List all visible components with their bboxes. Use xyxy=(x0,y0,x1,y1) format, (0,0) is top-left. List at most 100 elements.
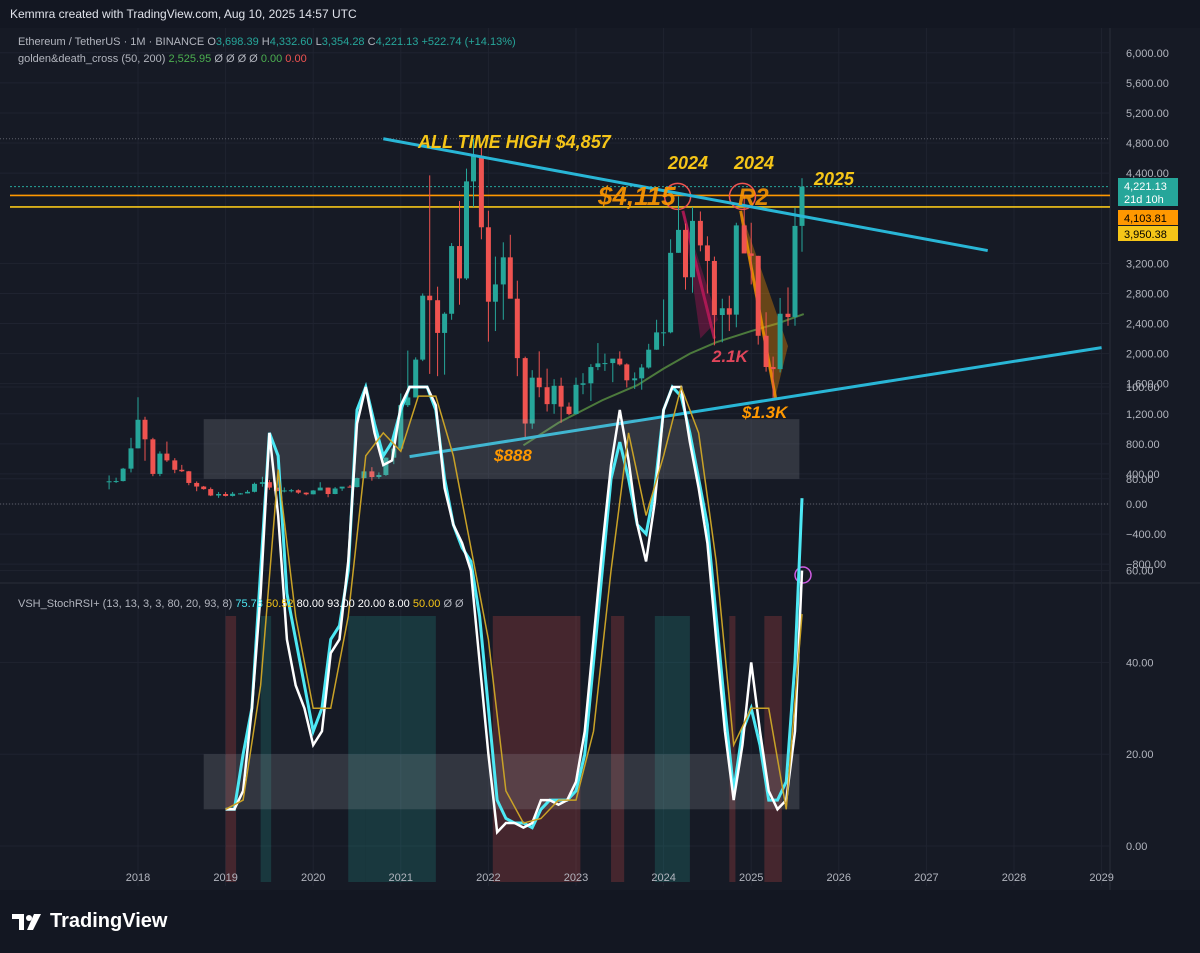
candle-body xyxy=(106,481,112,483)
candle-body xyxy=(602,363,608,365)
high-label: H xyxy=(261,36,270,48)
candle-body xyxy=(259,482,265,484)
axis-layer: 2018 2019 2020 2021 2022 2023 2024 2025 2026 2027… xyxy=(126,48,1169,884)
candle-body xyxy=(354,478,360,488)
x-tick-label: 2022 xyxy=(476,872,500,884)
close-value: 4,221.13 xyxy=(375,36,419,48)
stoch-v7: 50.00 xyxy=(412,598,441,610)
stoch-shade xyxy=(260,616,272,882)
candle-body xyxy=(288,490,294,492)
candle-body xyxy=(157,453,163,474)
stoch-v2: 50.52 xyxy=(265,598,294,610)
candle-body xyxy=(339,486,345,489)
stoch-v5: 20.00 xyxy=(357,598,386,610)
low-888-label: $888 xyxy=(493,446,532,465)
orange-level-tag xyxy=(1118,210,1178,225)
indicator-v2: 0.00 xyxy=(285,53,307,65)
ath-annotation: ALL TIME HIGH $4,857 xyxy=(417,132,612,152)
candle-body xyxy=(690,220,696,278)
stoch-shade xyxy=(348,616,366,882)
annotation-layer: ALL TIME HIGH $4,857 2024 2024 2025 $4,1… xyxy=(417,132,855,465)
open-label: O xyxy=(207,36,216,48)
x-tick-label: 2024 xyxy=(651,872,675,884)
x-tick-label: 2023 xyxy=(564,872,588,884)
ma-200-line xyxy=(522,313,805,447)
candle-body xyxy=(683,229,688,278)
y-tick-label: 3,200.00 xyxy=(1126,258,1169,270)
stoch-tick-label: 0.00 xyxy=(1126,841,1147,853)
candle-body xyxy=(413,359,419,398)
candle-body xyxy=(317,487,323,491)
candle-body xyxy=(799,186,805,226)
stoch-series-line xyxy=(225,385,804,836)
y-tick-label: −400.00 xyxy=(1126,529,1166,541)
candle-body xyxy=(777,313,783,370)
stoch-tick-label: 40.00 xyxy=(1126,657,1154,669)
stoch-v1: 75.78 xyxy=(235,598,263,610)
candle-body xyxy=(646,349,652,368)
year-2025-label: 2025 xyxy=(813,169,855,189)
candle-body xyxy=(726,308,732,315)
level-4115-label: $4,115 xyxy=(597,181,676,211)
candle-body xyxy=(405,397,411,406)
change-value: +522.74 (+14.13%) xyxy=(421,36,516,48)
candle-body xyxy=(500,257,506,285)
chart-area[interactable] xyxy=(0,28,1200,890)
chart-canvas[interactable]: 2018 2019 2020 2021 2022 2023 2024 2025 2026 2027… xyxy=(0,28,1200,890)
candle-body xyxy=(456,246,462,279)
candle-body xyxy=(536,377,542,388)
candle-body xyxy=(347,486,353,488)
tradingview-logo[interactable]: TradingView xyxy=(12,910,167,933)
close-label: C xyxy=(367,36,376,48)
y-tick-label: 6,000.00 xyxy=(1126,48,1169,60)
candle-body xyxy=(464,181,469,279)
candle-body xyxy=(332,488,338,494)
candle-body xyxy=(566,406,572,415)
candle-body xyxy=(610,358,616,364)
candle-body xyxy=(113,481,119,483)
price-pane xyxy=(10,137,1110,584)
candle-body xyxy=(310,490,316,495)
candle-body xyxy=(485,227,491,302)
trendline xyxy=(409,346,1102,459)
candle-body xyxy=(376,474,382,478)
y-tick-label: 800.00 xyxy=(1126,439,1160,451)
tradingview-logo-icon xyxy=(12,913,41,930)
candle-body xyxy=(588,367,594,384)
candle-body xyxy=(435,300,441,333)
open-value: 3,698.39 xyxy=(215,36,259,48)
x-tick-label: 2025 xyxy=(739,872,763,884)
candle-body xyxy=(325,487,331,494)
chart-credit: Kemmra created with TradingView.com, Aug… xyxy=(10,7,357,21)
candle-body xyxy=(223,493,229,496)
candle-body xyxy=(785,313,791,318)
stoch-name: VSH_StochRSI+ (13, 13, 3, 3, 80, 20, 93,… xyxy=(18,598,233,610)
stoch-band xyxy=(203,754,800,810)
x-tick-label: 2028 xyxy=(1002,872,1026,884)
candle-body xyxy=(632,378,638,381)
stoch-shade xyxy=(654,616,690,882)
candle-body xyxy=(792,225,798,318)
stoch-shade xyxy=(365,616,436,882)
grid-layer xyxy=(0,28,1200,890)
candle-body xyxy=(704,245,710,261)
y-tick-label: 0.00 xyxy=(1126,499,1147,511)
stoch-v6: 8.00 xyxy=(388,598,410,610)
stoch-shade xyxy=(492,616,581,882)
candle-body xyxy=(668,252,674,333)
candle-body xyxy=(741,225,747,254)
y-tick-label: −800.00 xyxy=(1126,559,1166,571)
candle-body xyxy=(237,493,243,495)
y-tick-label: 5,200.00 xyxy=(1126,108,1169,120)
candle-body xyxy=(624,364,630,381)
countdown-value: 21d 10h xyxy=(1124,194,1164,206)
tradingview-wordmark: TradingView xyxy=(50,910,168,932)
candle-body xyxy=(164,453,170,461)
candle-body xyxy=(595,363,601,368)
candle-body xyxy=(755,255,761,336)
circle-marker-2024b xyxy=(728,182,757,211)
lightning-icon xyxy=(794,566,812,584)
stoch-tick-label: 20.00 xyxy=(1126,749,1154,761)
yellow-level-value: 3,950.38 xyxy=(1124,229,1167,241)
candle-body xyxy=(150,439,156,474)
